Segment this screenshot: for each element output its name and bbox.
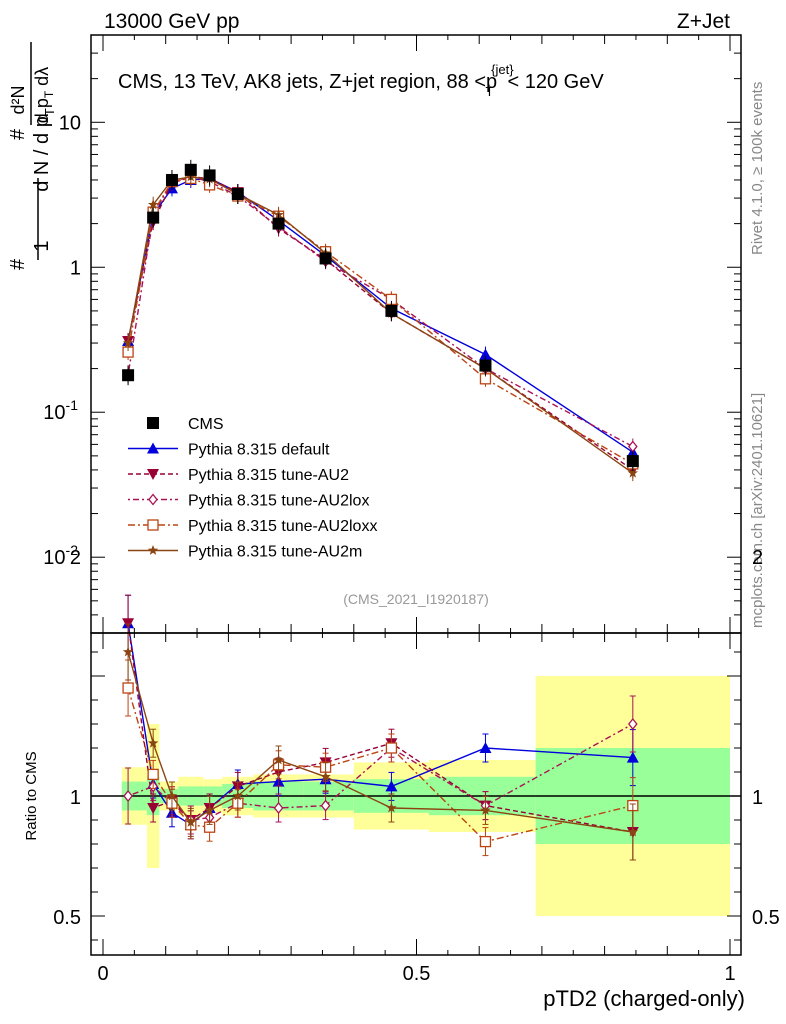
svg-text:#: # [7, 128, 29, 140]
series-line-0 [127, 177, 634, 453]
svg-text:#: # [7, 258, 29, 270]
ratio-point-4-9 [480, 804, 491, 815]
axes-layer: 10-2 10-1 1 10 0 0.5 1 0.5 0.5 1 1 2 2 [43, 34, 780, 985]
ratio-point-3-0 [122, 682, 134, 694]
series-line-3 [127, 177, 634, 465]
ratio-point-0-10 [626, 751, 639, 763]
legend-marker-1 [147, 442, 159, 454]
ratio-tick-label-right: 1 [752, 787, 763, 809]
cms-point-3 [184, 163, 197, 176]
ratio-tick-label: 2 [70, 547, 81, 569]
y-tick-label: 1 [70, 257, 81, 279]
ratio-point-4-3 [185, 816, 196, 827]
ratio-point-2-0 [123, 789, 133, 803]
ratio-uncertainty-bands [91, 676, 741, 916]
energy-label: 13000 GeV pp [104, 10, 239, 33]
ratio-point-4-10 [627, 826, 638, 837]
ratio-point-4-0 [122, 646, 134, 657]
mcplots-credit: mcplots.cern.ch [arXiv:2401.10621] [749, 393, 766, 628]
ratio-tick-label-right: 0.5 [752, 907, 780, 929]
cms-data [122, 159, 639, 472]
svg-text:d N / d pT: d N / d pT [31, 108, 57, 192]
ratio-point-4-2 [166, 790, 178, 801]
x-tick-label: 1 [724, 963, 735, 985]
ratio-point-4-6 [273, 754, 284, 765]
cms-point-1 [147, 211, 160, 224]
legend-label-4: Pythia 8.315 tune-AU2loxx [188, 518, 377, 535]
legend-marker-3 [148, 493, 158, 506]
ratio-point-2-7 [320, 799, 331, 812]
ratio-point-0-8 [385, 780, 398, 792]
ratio-point-1-1 [147, 803, 160, 814]
cms-point-7 [319, 252, 332, 265]
ratio-point-4-5 [232, 790, 243, 801]
analysis-tag: (CMS_2021_I1920187) [343, 591, 489, 607]
ratio-point-3-9 [479, 835, 492, 848]
legend-label-3: Pythia 8.315 tune-AU2lox [188, 493, 369, 510]
ratio-point-4-1 [147, 737, 159, 748]
main-y-axis-label: # 1 d N / d pT # d²N d pT dλ [7, 42, 57, 270]
y-tick-label: 10 [59, 112, 81, 134]
cms-point-2 [165, 173, 178, 186]
series-layer [122, 159, 639, 861]
ratio-point-2-10 [627, 717, 638, 731]
ratio-point-4-4 [204, 804, 215, 815]
ratio-tick-label: 1 [70, 787, 81, 809]
ratio-tick-label: 0.5 [53, 907, 81, 929]
legend-label-2: Pythia 8.315 tune-AU2 [188, 467, 349, 484]
y-tick-label: 10-2 [43, 542, 78, 569]
ratio-point-4-7 [320, 771, 331, 782]
cms-point-6 [272, 217, 285, 230]
cms-point-10 [626, 455, 639, 468]
svg-text:1: 1 [31, 240, 53, 251]
svg-text:d²N: d²N [8, 85, 28, 114]
point-4-0 [122, 337, 134, 348]
legend: CMS Pythia 8.315 default Pythia 8.315 tune… [128, 416, 377, 561]
x-tick-label: 0.5 [403, 963, 431, 985]
legend-label-0: CMS [188, 416, 224, 433]
cms-point-9 [479, 359, 492, 372]
ratio-point-0-9 [479, 742, 492, 753]
legend-marker-4 [147, 519, 159, 531]
ratio-point-4-8 [386, 802, 397, 813]
legend-marker-5 [147, 545, 159, 555]
y-tick-label: 10-1 [43, 397, 78, 424]
cms-point-4 [203, 169, 216, 182]
legend-label-1: Pythia 8.315 default [188, 442, 330, 459]
ratio-y-axis-label: Ratio to CMS [23, 751, 40, 840]
point-4-1 [147, 199, 159, 210]
cms-point-8 [385, 304, 398, 317]
cms-point-0 [122, 369, 135, 382]
rivet-version: Rivet 4.1.0, ≥ 100k events [749, 82, 766, 255]
legend-marker-0 [147, 417, 159, 429]
chart-title: CMS, 13 TeV, AK8 jets, Z+jet region, 88 … [118, 62, 604, 99]
ratio-point-3-1 [147, 768, 159, 781]
series-line-2 [127, 176, 634, 448]
ratio-point-3-8 [385, 742, 398, 754]
x-axis-label: pTD2 (charged-only) [543, 986, 745, 1011]
ratio-tick-label-right: 2 [752, 547, 763, 569]
process-label: Z+Jet [677, 10, 730, 33]
x-tick-label: 0 [97, 963, 108, 985]
point-0-9 [479, 348, 492, 360]
series-ratio-line-3 [127, 687, 633, 843]
ratio-point-2-6 [273, 801, 284, 815]
legend-label-5: Pythia 8.315 tune-AU2m [188, 544, 362, 561]
legend-marker-2 [147, 469, 159, 480]
cms-point-5 [231, 188, 244, 201]
point-4-10 [627, 467, 638, 478]
